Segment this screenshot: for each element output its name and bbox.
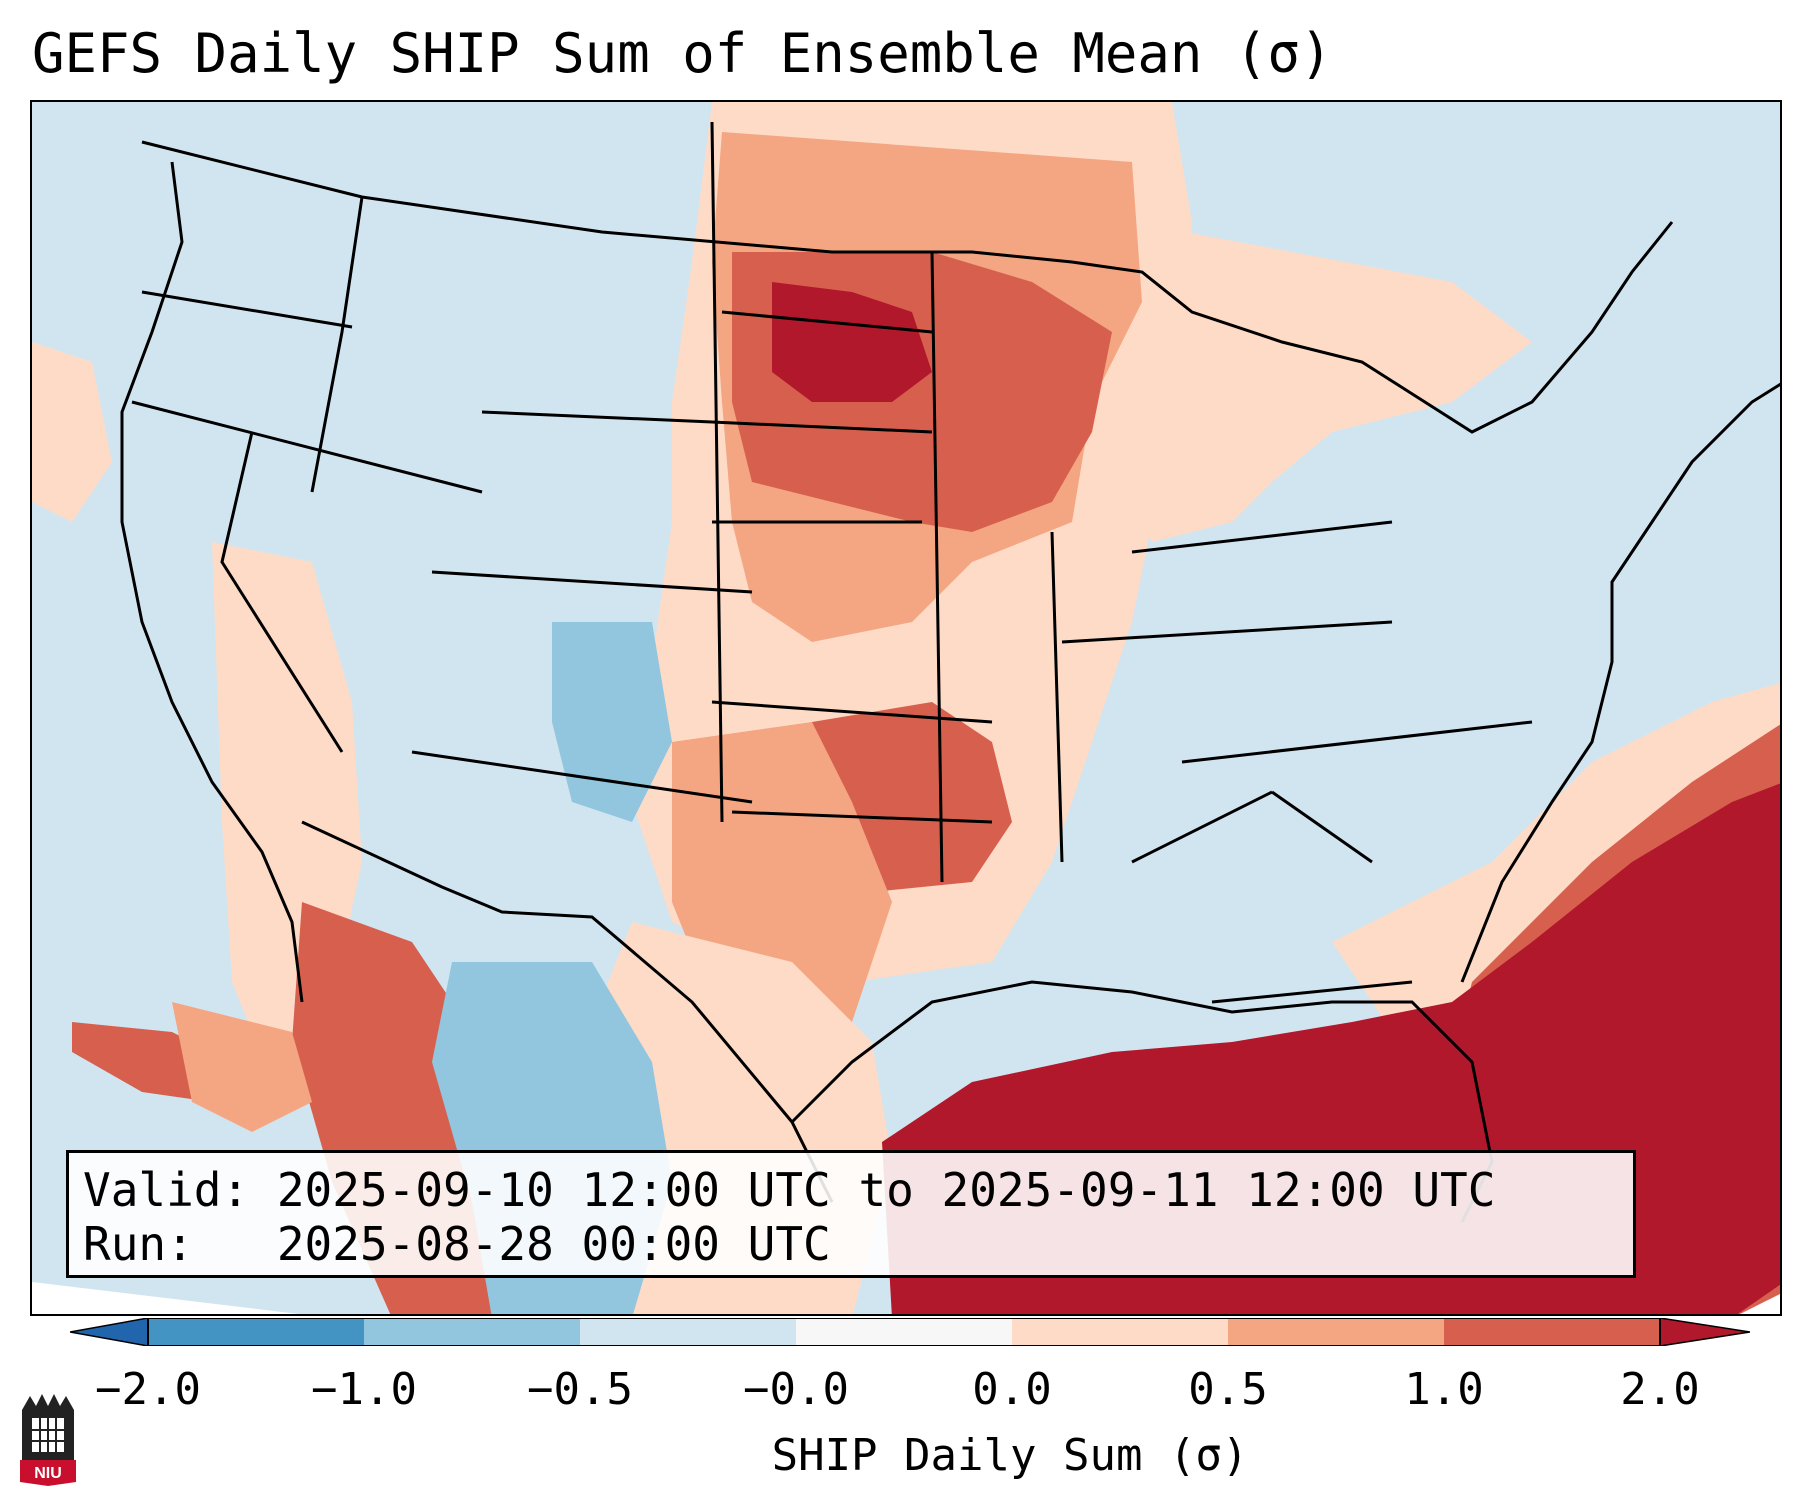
run-time-text: Run: 2025-08-28 00:00 UTC	[83, 1217, 831, 1271]
colorbar-axis-label: SHIP Daily Sum (σ)	[771, 1430, 1249, 1481]
dakotas-border	[711, 310, 933, 524]
colorbar-tick-label: −2.0	[95, 1364, 201, 1415]
niu-logo: NIU	[20, 1394, 76, 1486]
anomaly-region-great-lakes	[1092, 222, 1532, 542]
gulf-coast	[790, 980, 1494, 1223]
valid-time-text: Valid: 2025-09-10 12:00 UTC to 2025-09-1…	[83, 1163, 1496, 1217]
colorbar-tick-label: −1.0	[311, 1364, 417, 1415]
midwest-lines	[1061, 520, 1533, 764]
west-coast-outline	[120, 161, 304, 1003]
anomaly-region-central-rockies-blue	[552, 622, 672, 822]
niu-logo-text: NIU	[34, 1465, 62, 1482]
map-title: GEFS Daily SHIP Sum of Ensemble Mean (σ)	[32, 22, 1333, 85]
colorbar-segment-3	[580, 1318, 796, 1346]
colorbar-segment-1	[148, 1318, 364, 1346]
colorbar-segment-5	[1012, 1318, 1228, 1346]
idaho-border	[310, 196, 364, 493]
anomaly-region-dakotas-dark	[772, 282, 932, 402]
projection-corner-right	[1740, 1294, 1780, 1314]
oregon-washington-line	[141, 290, 353, 329]
plains-verticals	[710, 121, 1064, 883]
wyoming-colorado-line	[431, 570, 753, 594]
canada-border	[141, 140, 1674, 434]
nevada-border	[220, 431, 344, 753]
colorbar-under-extension	[70, 1318, 149, 1346]
colorado-new-mexico-line	[411, 750, 753, 804]
map-panel	[30, 100, 1782, 1316]
colorbar-over-extension	[1659, 1318, 1750, 1346]
ship-map	[32, 102, 1780, 1314]
colorbar-tick-label: 1.0	[1404, 1364, 1484, 1415]
colorbar-tick-label: 0.5	[1188, 1364, 1268, 1415]
colorbar-segment-4	[796, 1318, 1012, 1346]
east-coast	[1460, 382, 1780, 983]
colorbar-tick-label: −0.0	[743, 1364, 849, 1415]
colorbar-tick-label: 0.0	[972, 1364, 1052, 1415]
southeast-lines	[1131, 790, 1413, 1004]
colorbar-tick-label: −0.5	[527, 1364, 633, 1415]
colorbar-segment-2	[364, 1318, 580, 1346]
valid-run-info-box: Valid: 2025-09-10 12:00 UTC to 2025-09-1…	[66, 1150, 1636, 1278]
colorbar-tick-label: 2.0	[1620, 1364, 1700, 1415]
montana-wyoming-line	[481, 410, 713, 424]
colorbar-outline	[147, 1318, 1661, 1346]
oregon-california-line	[131, 400, 483, 494]
colorbar-segment-7	[1444, 1318, 1660, 1346]
colorbar-segment-6	[1228, 1318, 1444, 1346]
colorbar	[70, 1318, 1750, 1346]
anomaly-region-pacific-salmon	[172, 1002, 312, 1132]
anomaly-region-west-coast-salmon	[32, 342, 112, 522]
state-borders	[120, 121, 1780, 1223]
kansas-oklahoma-line	[711, 700, 993, 824]
projection-corner-left	[32, 1282, 299, 1314]
